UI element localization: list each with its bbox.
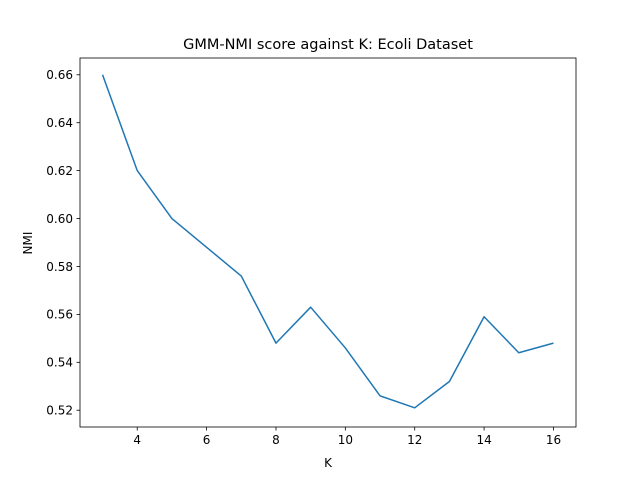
y-tick-label: 0.64 xyxy=(46,116,73,130)
y-tick-label: 0.62 xyxy=(46,164,73,178)
x-tick-label: 16 xyxy=(546,433,561,447)
x-tick-label: 4 xyxy=(133,433,141,447)
y-tick-label: 0.60 xyxy=(46,212,73,226)
x-tick-label: 10 xyxy=(338,433,353,447)
chart-title: GMM-NMI score against K: Ecoli Dataset xyxy=(183,37,473,53)
x-tick-label: 12 xyxy=(407,433,422,447)
y-tick-label: 0.52 xyxy=(46,404,73,418)
x-tick-label: 6 xyxy=(203,433,211,447)
series-line-0 xyxy=(101,74,554,409)
x-tick-label: 14 xyxy=(476,433,491,447)
y-tick-label: 0.66 xyxy=(46,68,73,82)
x-tick-label: 8 xyxy=(272,433,280,447)
y-axis-label: NMI xyxy=(21,232,35,255)
y-tick-label: 0.58 xyxy=(46,260,73,274)
y-tick-label: 0.54 xyxy=(46,356,73,370)
plot-frame xyxy=(79,57,577,428)
x-axis-label: K xyxy=(324,456,333,470)
y-tick-label: 0.56 xyxy=(46,308,73,322)
